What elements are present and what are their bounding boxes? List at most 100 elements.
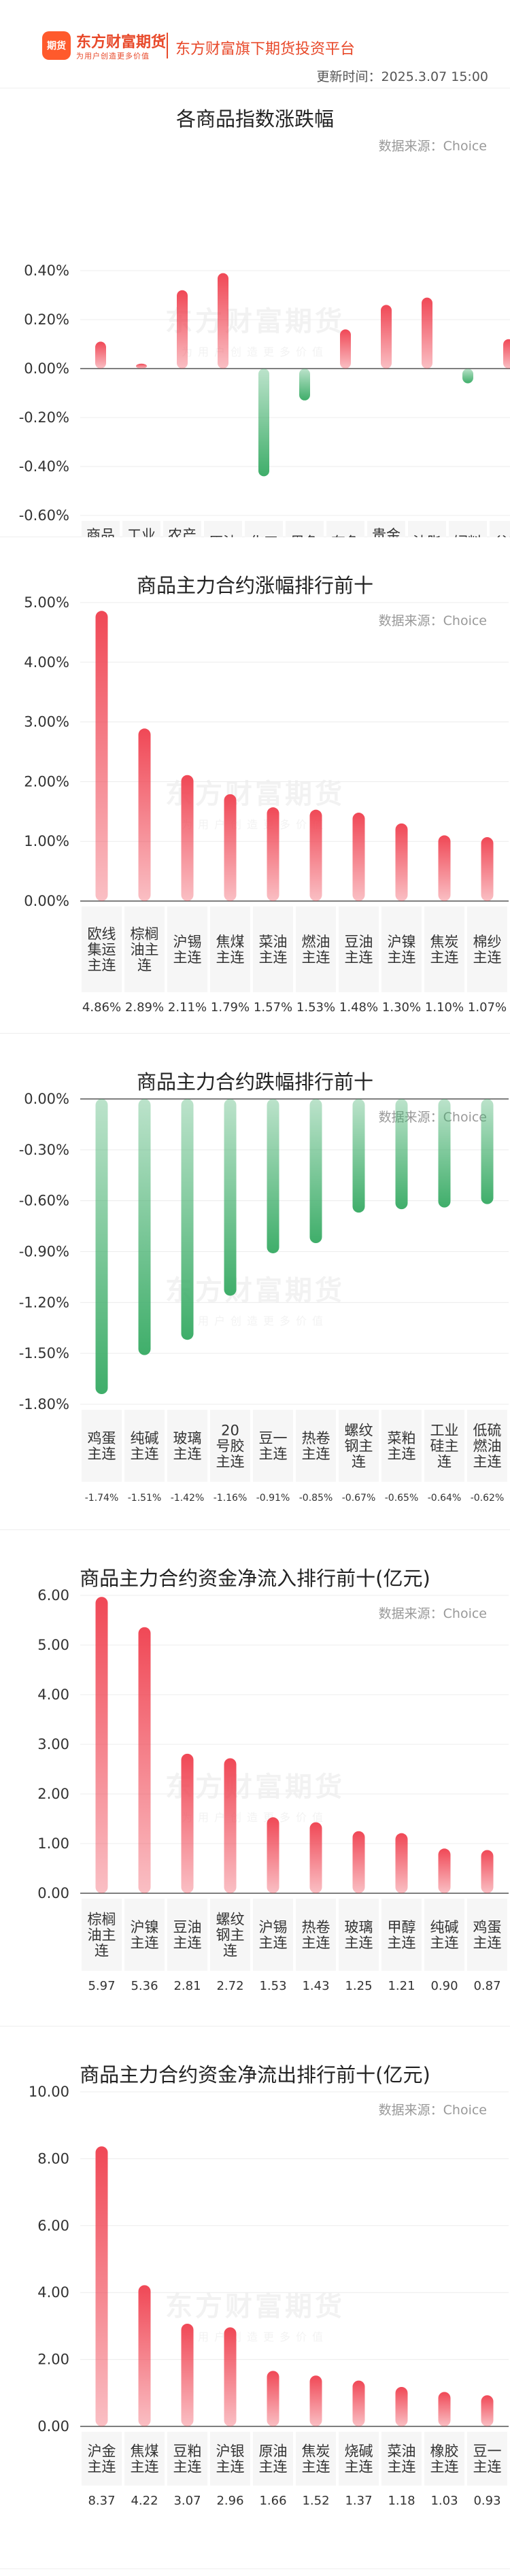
category-label-box: [167, 906, 207, 992]
category-label-box: [124, 906, 165, 992]
category-label-box: [253, 1410, 293, 1482]
y-tick-label: 2.00: [37, 1786, 69, 1802]
y-tick-label: 1.00: [37, 1835, 69, 1852]
value-label: -1.51%: [128, 1493, 162, 1504]
category-label: 油脂: [413, 535, 441, 538]
category-label-box: [490, 521, 510, 537]
category-label-box: [408, 521, 446, 537]
category-label-box: [381, 906, 422, 992]
category-label: 热卷主连: [302, 1430, 330, 1462]
bar: [299, 369, 310, 401]
data-source: 数据来源：Choice: [378, 2103, 487, 2118]
category-label: 商品综合: [86, 527, 115, 537]
category-label-box: [339, 2432, 379, 2486]
bar: [224, 794, 237, 901]
value-label: -0.64%: [428, 1493, 462, 1504]
category-label: 热卷主连: [302, 1919, 330, 1951]
bar: [95, 2146, 108, 2426]
category-label-box: [163, 521, 201, 537]
bar: [224, 2327, 237, 2426]
bar: [309, 1099, 322, 1244]
bar: [481, 1099, 494, 1204]
y-tick-label: -0.60%: [19, 1193, 69, 1209]
value-label: 5.36: [131, 1979, 158, 1993]
bar: [395, 823, 408, 901]
category-label: 化工: [250, 535, 278, 538]
chart-title: 商品主力合约涨幅排行前十: [136, 574, 373, 597]
bar: [352, 1099, 365, 1213]
category-label-box: [82, 521, 120, 537]
y-tick-label: 4.00%: [24, 654, 69, 671]
charts-container: 各商品指数涨跌幅 数据来源：Choice 东方财富期货 为用户创造更多价值 0.40% 0…: [0, 88, 510, 2569]
category-label: 农产品: [168, 527, 197, 537]
value-label: 1.18: [388, 2494, 415, 2508]
category-label-box: [424, 1410, 464, 1482]
category-label-box: [253, 1899, 293, 1971]
value-label: 1.30%: [382, 1000, 421, 1015]
category-label-box: [339, 906, 379, 992]
y-tick-label: -1.80%: [19, 1396, 69, 1412]
category-label-box: [424, 906, 464, 992]
logo-icon: 期货: [42, 31, 71, 60]
y-tick-label: -0.30%: [19, 1142, 69, 1158]
category-label: 原油主连: [259, 2443, 288, 2475]
category-label-box: [467, 1410, 507, 1482]
bar: [138, 2285, 151, 2426]
category-label-box: [167, 2432, 207, 2486]
bar: [267, 807, 279, 901]
category-label-box: [245, 521, 283, 537]
y-tick-label: -0.60%: [19, 507, 69, 524]
chart-section-3: 商品主力合约跌幅排行前十 数据来源：Choice 东方财富期货 为用户创造更多价值 0.…: [0, 1034, 510, 1530]
category-label-box: [424, 1899, 464, 1971]
bar: [481, 1850, 494, 1893]
value-label: 1.10%: [425, 1000, 464, 1015]
chart-section-4: 商品主力合约资金净流入排行前十(亿元) 数据来源：Choice 东方财富期货 为用户创…: [0, 1530, 510, 2027]
value-label: -0.65%: [385, 1493, 419, 1504]
y-tick-label: 2.00%: [24, 773, 69, 790]
category-label: 沪银主连: [216, 2443, 245, 2475]
category-label-box: [339, 1410, 379, 1482]
value-label: 1.48%: [339, 1000, 378, 1015]
category-label: 纯碱主连: [430, 1919, 459, 1951]
bar: [309, 1822, 322, 1893]
value-label: -1.16%: [214, 1493, 248, 1504]
value-label: 1.25: [345, 1979, 372, 1993]
y-tick-label: 0.00%: [24, 1091, 69, 1107]
category-label: 甲醇主连: [388, 1919, 416, 1951]
category-label: 玻璃主连: [173, 1430, 202, 1462]
category-label-box: [296, 1410, 336, 1482]
y-tick-label: 0.00: [37, 1885, 69, 1901]
bar: [352, 2380, 365, 2426]
category-label: 工业品: [127, 527, 156, 537]
category-label-box: [210, 1899, 250, 1971]
category-label-box: [82, 1899, 122, 1971]
bar: [381, 305, 392, 369]
category-label: 焦煤主连: [216, 934, 245, 966]
category-label: 20 号胶主连: [216, 1423, 245, 1470]
value-label: 2.89%: [125, 1000, 164, 1015]
bar: [481, 837, 494, 901]
y-tick-label: 5.00: [37, 1637, 69, 1653]
bar: [181, 1099, 194, 1340]
category-label-box: [210, 906, 250, 992]
category-label: 鸡蛋主连: [88, 1430, 116, 1462]
category-label: 低硫燃油主连: [473, 1423, 502, 1470]
bar: [258, 369, 269, 477]
category-label: 橡胶主连: [430, 2443, 459, 2475]
chart-title: 各商品指数涨跌幅: [175, 107, 334, 131]
category-label-box: [286, 521, 324, 537]
value-label: 5.97: [88, 1979, 115, 1993]
value-label: 1.57%: [254, 1000, 292, 1015]
bar-chart: 0.40%0.20%0.00%-0.20%-0.40%-0.60%商品综合0.1…: [19, 262, 510, 538]
bar: [395, 2386, 408, 2426]
y-tick-label: 0.20%: [24, 311, 69, 328]
bar: [267, 1099, 279, 1253]
category-label: 鸡蛋主连: [473, 1919, 502, 1951]
category-label-box: [326, 521, 364, 537]
category-label: 菜粕主连: [388, 1430, 416, 1462]
value-label: 0.87: [473, 1979, 500, 1993]
category-label: 沪锡主连: [173, 934, 202, 966]
value-label: 0.90: [430, 1979, 458, 1993]
category-label-box: [167, 1899, 207, 1971]
value-label: -0.85%: [299, 1493, 333, 1504]
